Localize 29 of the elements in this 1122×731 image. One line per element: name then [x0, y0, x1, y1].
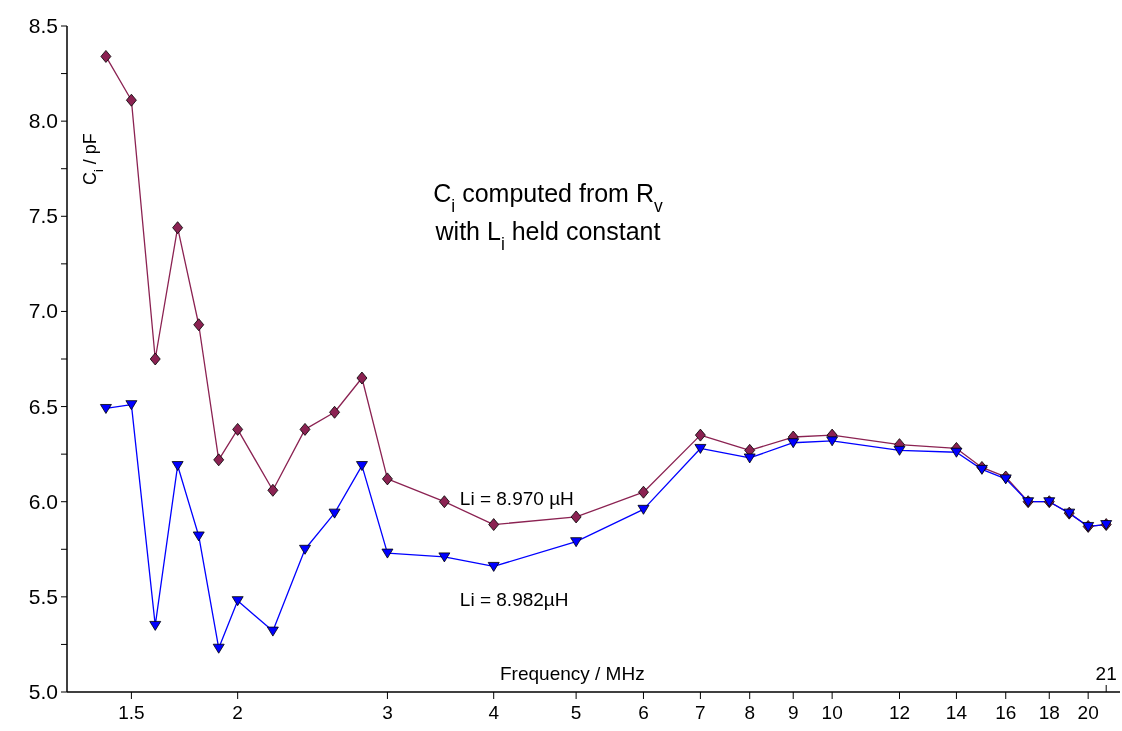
- y-tick-label: 8.0: [28, 109, 58, 133]
- x-tick-label: 14: [945, 702, 968, 723]
- x-tick-label: 18: [1038, 702, 1060, 723]
- x-tick-label: 16: [995, 702, 1017, 723]
- x-tick-label: 8: [744, 702, 756, 723]
- x-axis-title: Frequency / MHz: [500, 663, 645, 684]
- annotation: with L$_{i}$ held constant: [434, 217, 661, 254]
- x-tick-label: 2: [232, 702, 243, 723]
- annotation: C$_{i}$ computed from R$_{v}$: [433, 179, 663, 216]
- x-tick-label: 6: [638, 702, 649, 723]
- x-tick-label: 9: [787, 702, 799, 723]
- y-tick-label: 7.0: [28, 299, 58, 323]
- x-tick-label: 7: [695, 702, 706, 723]
- y-tick-label: 6.5: [28, 394, 58, 418]
- x-tick-label: 10: [821, 702, 843, 723]
- series-label: Li = 8.970 µH: [459, 487, 574, 509]
- y-tick-label: 5.5: [28, 584, 58, 608]
- x-tick-label: 5: [570, 702, 582, 723]
- x-tick-label: 4: [488, 702, 500, 723]
- series-label: Li = 8.982µH: [459, 589, 569, 611]
- x-tick-label: 12: [888, 702, 911, 723]
- annotation: 21: [1095, 663, 1117, 684]
- x-tick-label: 1.5: [118, 702, 145, 723]
- y-tick-label: 8.5: [28, 14, 58, 37]
- x-tick-label: 3: [382, 702, 393, 723]
- y-tick-label: 7.5: [28, 204, 58, 228]
- y-tick-label: 5.0: [28, 680, 58, 703]
- x-tick-label: 20: [1077, 702, 1099, 723]
- y-tick-label: 6.0: [28, 489, 58, 513]
